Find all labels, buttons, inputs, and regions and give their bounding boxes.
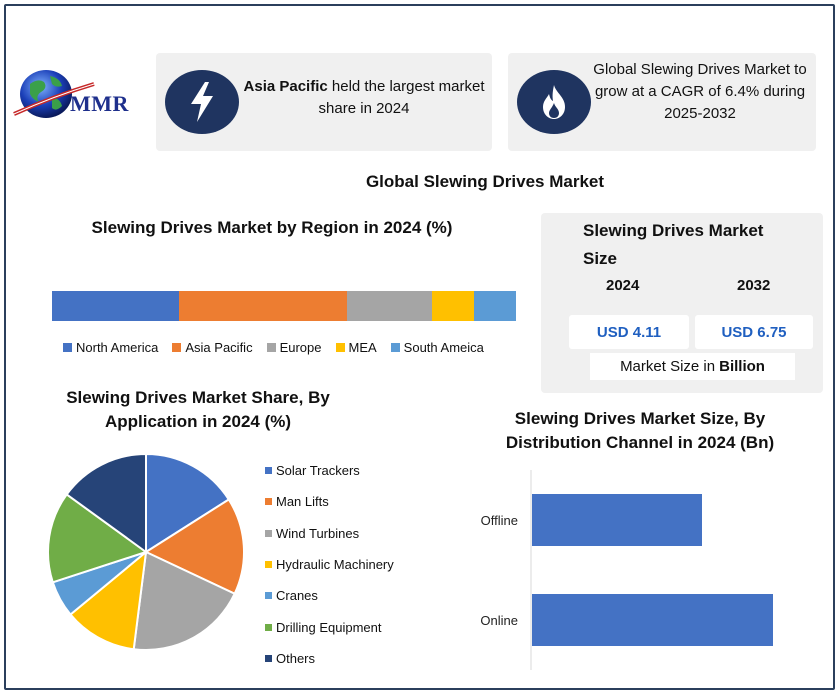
legend-swatch: [335, 343, 345, 352]
info-card-region-text: Asia Pacific held the largest market sha…: [242, 76, 486, 120]
pie-slice-drilling-equipment: [47, 492, 149, 584]
application-legend-item: Man Lifts: [265, 486, 394, 517]
legend-label: Drilling Equipment: [276, 619, 382, 635]
logo-text: MMR: [70, 91, 129, 116]
legend-label: Asia Pacific: [185, 340, 253, 355]
bar-online: [532, 594, 773, 646]
bar-category-label: Offline: [481, 513, 518, 528]
legend-swatch: [265, 467, 272, 475]
bar-offline: [532, 494, 702, 546]
application-legend-item: Others: [265, 643, 394, 674]
highlight-region: Asia Pacific: [243, 78, 328, 95]
application-legend-item: Cranes: [265, 580, 394, 611]
info-card-region: Asia Pacific held the largest market sha…: [156, 53, 492, 151]
legend-label: Solar Trackers: [276, 463, 360, 479]
pie-slice-wind-turbines: [132, 550, 237, 651]
year-2024-label: 2024: [606, 277, 640, 294]
distribution-chart-title: Slewing Drives Market Size, By Distribut…: [505, 409, 775, 452]
region-legend-item: South Ameica: [390, 340, 484, 355]
lightning-bolt-icon: [165, 70, 239, 134]
legend-label: Europe: [279, 340, 322, 355]
unit-prefix: Market Size in: [620, 358, 716, 375]
year-2032-label: 2032: [737, 277, 771, 294]
distribution-bar-chart: Offline Online: [480, 470, 773, 670]
pie-slice-man-lifts: [143, 498, 245, 596]
legend-swatch: [265, 561, 272, 569]
application-legend-item: Hydraulic Machinery: [265, 549, 394, 580]
flame-icon: [517, 70, 591, 134]
legend-swatch: [265, 498, 272, 506]
application-legend: Solar Trackers Man Lifts Wind Turbines Hydr…: [265, 455, 394, 674]
legend-label: South Ameica: [403, 340, 484, 355]
application-pie-chart: [47, 452, 245, 651]
region-bar-segment-europe: [347, 291, 432, 321]
legend-label: MEA: [348, 340, 377, 355]
cagr-text: Global Slewing Drives Market to grow at …: [593, 61, 807, 122]
region-bar-segment-mea: [431, 291, 474, 321]
region-legend-item: Europe: [266, 340, 322, 355]
info-card-cagr: Global Slewing Drives Market to grow at …: [508, 53, 816, 151]
region-chart-title: Slewing Drives Market by Region in 2024 …: [91, 218, 453, 237]
market-size-title: Slewing Drives Market Size: [583, 221, 764, 268]
legend-label: Others: [276, 650, 316, 666]
legend-label: Hydraulic Machinery: [276, 557, 394, 573]
legend-label: Wind Turbines: [276, 525, 360, 541]
market-size-2032-value: USD 6.75: [695, 315, 813, 349]
region-bar-segment-asia-pacific: [178, 291, 348, 321]
region-legend-item: MEA: [335, 340, 377, 355]
pie-slice-solar-trackers: [145, 452, 231, 554]
legend-swatch: [266, 343, 276, 352]
legend-swatch: [172, 343, 182, 352]
pie-slice-others: [65, 452, 147, 554]
legend-label: Cranes: [276, 588, 318, 604]
region-stacked-bar: [52, 291, 516, 321]
market-size-2024-value: USD 4.11: [569, 315, 689, 349]
globe-logo: [13, 70, 95, 118]
legend-label: North America: [76, 340, 159, 355]
bar-category-label: Online: [480, 613, 518, 628]
application-legend-item: Drilling Equipment: [265, 611, 394, 642]
legend-swatch: [265, 623, 272, 631]
legend-swatch: [265, 654, 272, 662]
main-title: Global Slewing Drives Market: [365, 172, 605, 191]
legend-label: Man Lifts: [276, 494, 329, 510]
application-legend-item: Wind Turbines: [265, 518, 394, 549]
pie-slice-hydraulic-machinery: [69, 549, 148, 651]
legend-swatch: [265, 592, 272, 600]
legend-swatch: [265, 529, 272, 537]
market-size-unit: Market Size in Billion: [590, 353, 795, 380]
unit-bold: Billion: [719, 358, 765, 375]
market-size-card: Slewing Drives Market Size 2024 2032 USD…: [541, 213, 823, 393]
region-text: held the largest market share in 2024: [318, 78, 485, 117]
region-bar-segment-south-ameica: [473, 291, 516, 321]
region-legend-item: North America: [63, 340, 158, 355]
region-bar-segment-north-america: [52, 291, 179, 321]
legend-swatch: [63, 343, 72, 352]
region-legend-item: Asia Pacific: [172, 340, 253, 355]
legend-swatch: [390, 343, 400, 352]
application-chart-title: Slewing Drives Market Share, By Applicat…: [66, 388, 330, 431]
region-legend: North America Asia Pacific Europe MEA South …: [63, 340, 484, 355]
application-legend-item: Solar Trackers: [265, 455, 394, 486]
